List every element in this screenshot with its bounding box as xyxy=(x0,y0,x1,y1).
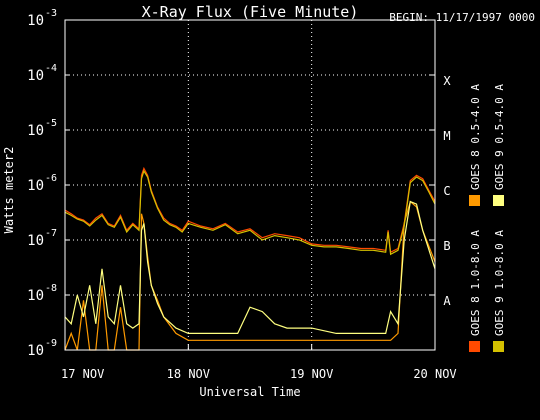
x-tick-label-3: 20 NOV xyxy=(413,367,456,381)
chart-title: X-Ray Flux (Five Minute) xyxy=(142,3,359,21)
y-tick-label-1: 10 xyxy=(27,288,44,304)
y-tick-exponent-5: -4 xyxy=(45,63,57,74)
flare-class-C: C xyxy=(443,184,450,198)
y-tick-exponent-2: -7 xyxy=(45,228,57,239)
y-axis-ticks: 10-910-810-710-610-510-410-3 xyxy=(27,8,435,359)
y-tick-exponent-6: -3 xyxy=(45,8,57,19)
legend-label-3: GOES 9 0.5-4.0 A xyxy=(493,84,506,190)
y-tick-exponent-3: -6 xyxy=(45,173,57,184)
y-tick-label-6: 10 xyxy=(27,13,44,29)
legend-label-4: GOES 9 1.0-8.0 A xyxy=(493,230,506,336)
legend-label-1: GOES 8 1.0-8.0 A xyxy=(469,230,482,336)
flare-class-A: A xyxy=(443,294,451,308)
y-tick-exponent-4: -5 xyxy=(45,118,57,129)
y-tick-label-3: 10 xyxy=(27,178,44,194)
x-tick-label-1: 18 NOV xyxy=(167,367,210,381)
y-tick-label-4: 10 xyxy=(27,123,44,139)
series-lines xyxy=(64,166,436,351)
y-tick-label-2: 10 xyxy=(27,233,44,249)
flare-class-X: X xyxy=(443,74,451,88)
legend-label-2: GOES 8 0.5-4.0 A xyxy=(469,84,482,190)
y-tick-exponent-1: -8 xyxy=(45,283,57,294)
y-tick-label-0: 10 xyxy=(27,343,44,359)
legend-swatch-3 xyxy=(493,195,504,206)
y-tick-exponent-0: -9 xyxy=(45,338,57,349)
x-axis-label: Universal Time xyxy=(199,385,300,399)
series-line-4 xyxy=(64,169,436,256)
x-tick-label-2: 19 NOV xyxy=(290,367,333,381)
legend-swatch-4 xyxy=(493,341,504,352)
flare-class-B: B xyxy=(443,239,450,253)
legend-swatch-1 xyxy=(469,341,480,352)
series-line-2 xyxy=(64,200,436,351)
flare-class-labels: A B C M X xyxy=(443,74,451,308)
flare-class-M: M xyxy=(443,129,450,143)
grid-lines xyxy=(65,20,435,350)
begin-date-label: BEGIN: 11/17/1997 0000 xyxy=(389,11,535,24)
x-tick-label-0: 17 NOV xyxy=(61,367,104,381)
y-axis-label: Watts meter2 xyxy=(2,147,16,234)
series-line-3 xyxy=(64,200,436,334)
x-axis-ticks: 17 NOV 18 NOV 19 NOV 20 NOV xyxy=(61,344,457,381)
legend-swatch-2 xyxy=(469,195,480,206)
legend: GOES 8 1.0-8.0 A GOES 8 0.5-4.0 A GOES 9 1… xyxy=(469,84,506,352)
y-tick-label-5: 10 xyxy=(27,68,44,84)
